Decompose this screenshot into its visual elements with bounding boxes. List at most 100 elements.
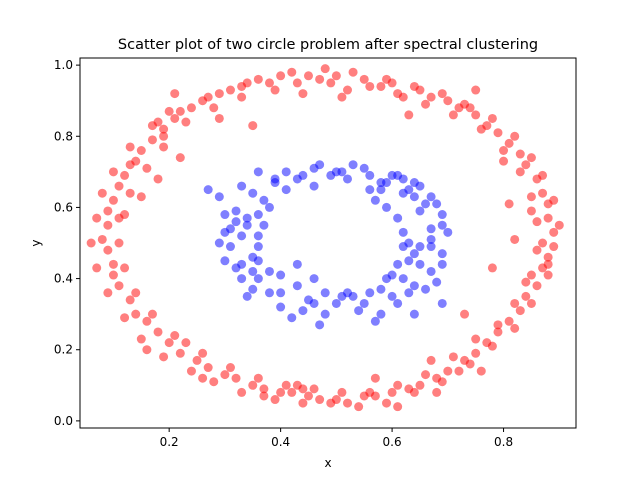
scatter-point: [125, 142, 135, 152]
scatter-point: [331, 71, 341, 81]
scatter-point: [376, 185, 386, 195]
scatter-point: [309, 163, 319, 173]
scatter-point: [276, 387, 286, 397]
scatter-point: [337, 92, 347, 102]
scatter-point: [97, 234, 107, 244]
scatter-point: [443, 227, 453, 237]
scatter-point: [186, 366, 196, 376]
scatter-point: [343, 288, 353, 298]
scatter-point: [231, 206, 241, 216]
scatter-point: [398, 227, 408, 237]
scatter-point: [426, 192, 436, 202]
scatter-point: [253, 373, 263, 383]
scatter-point: [309, 181, 319, 191]
scatter-point: [404, 288, 414, 298]
scatter-point: [538, 170, 548, 180]
scatter-point: [248, 188, 258, 198]
scatter-point: [487, 113, 497, 123]
scatter-point: [426, 92, 436, 102]
scatter-point: [220, 370, 230, 380]
scatter-point: [454, 366, 464, 376]
x-tick-label: 0.8: [494, 435, 513, 449]
scatter-point: [510, 323, 520, 333]
scatter-point: [365, 387, 375, 397]
scatter-point: [237, 92, 247, 102]
scatter-point: [237, 274, 247, 284]
scatter-point: [543, 270, 553, 280]
scatter-point: [337, 167, 347, 177]
scatter-point: [136, 334, 146, 344]
scatter-point: [471, 334, 481, 344]
scatter-point: [549, 242, 559, 252]
scatter-point: [359, 74, 369, 84]
scatter-point: [437, 210, 447, 220]
scatter-point: [97, 188, 107, 198]
scatter-point: [382, 398, 392, 408]
scatter-point: [359, 298, 369, 308]
scatter-point: [365, 185, 375, 195]
scatter-point: [159, 131, 169, 141]
scatter-point: [365, 170, 375, 180]
scatter-point: [409, 81, 419, 91]
scatter-point: [348, 67, 358, 77]
scatter-point: [159, 352, 169, 362]
scatter-point: [248, 380, 258, 390]
scatter-point: [415, 259, 425, 269]
scatter-point: [108, 195, 118, 205]
scatter-point: [448, 110, 458, 120]
scatter-point: [315, 74, 325, 84]
scatter-point: [131, 288, 141, 298]
scatter-point: [337, 387, 347, 397]
scatter-point: [343, 398, 353, 408]
scatter-point: [248, 284, 258, 294]
scatter-point: [253, 242, 263, 252]
scatter-point: [103, 220, 113, 230]
scatter-point: [259, 195, 269, 205]
scatter-point: [493, 128, 503, 138]
scatter-point: [409, 387, 419, 397]
scatter-point: [515, 149, 525, 159]
scatter-point: [348, 160, 358, 170]
scatter-point: [298, 306, 308, 316]
scatter-point: [532, 217, 542, 227]
scatter-point: [159, 124, 169, 134]
scatter-point: [370, 373, 380, 383]
scatter-point: [471, 85, 481, 95]
scatter-point: [526, 206, 536, 216]
scatter-point: [426, 266, 436, 276]
scatter-point: [510, 131, 520, 141]
scatter-point: [264, 78, 274, 88]
scatter-point: [404, 238, 414, 248]
y-tick-label: 0.2: [54, 343, 73, 357]
scatter-point: [214, 238, 224, 248]
x-tick-label: 0.4: [271, 435, 290, 449]
scatter-point: [264, 202, 274, 212]
scatter-point: [103, 288, 113, 298]
scatter-point: [253, 74, 263, 84]
scatter-point: [214, 113, 224, 123]
scatter-point: [159, 142, 169, 152]
scatter-point: [421, 370, 431, 380]
scatter-point: [526, 298, 536, 308]
scatter-point: [103, 206, 113, 216]
scatter-point: [175, 153, 185, 163]
scatter-point: [387, 387, 397, 397]
scatter-point: [376, 309, 386, 319]
scatter-point: [214, 192, 224, 202]
scatter-point: [292, 174, 302, 184]
scatter-point: [543, 252, 553, 262]
scatter-point: [471, 110, 481, 120]
scatter-point: [370, 316, 380, 326]
scatter-point: [532, 281, 542, 291]
scatter-point: [292, 281, 302, 291]
scatter-point: [526, 153, 536, 163]
scatter-point: [298, 398, 308, 408]
scatter-point: [231, 373, 241, 383]
scatter-point: [437, 298, 447, 308]
scatter-point: [443, 96, 453, 106]
scatter-point: [326, 398, 336, 408]
chart-title: Scatter plot of two circle problem after…: [118, 37, 538, 53]
scatter-point: [460, 99, 470, 109]
scatter-point: [153, 327, 163, 337]
scatter-point: [242, 220, 252, 230]
